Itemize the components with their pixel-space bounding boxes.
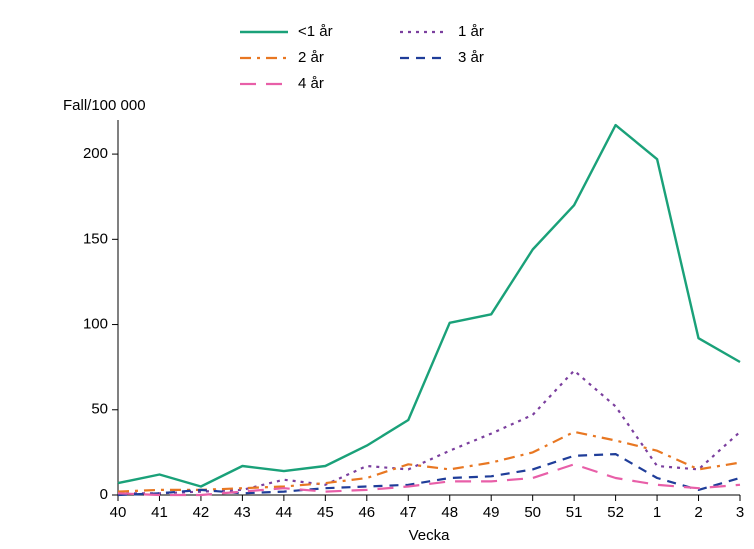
x-tick-label: 1 xyxy=(653,504,661,521)
x-tick-label: 49 xyxy=(483,504,500,521)
x-tick-label: 46 xyxy=(358,504,375,521)
x-tick-label: 43 xyxy=(234,504,251,521)
x-tick-label: 2 xyxy=(694,504,702,521)
legend-label-y2: 2 år xyxy=(298,49,324,66)
y-axis-label: Fall/100 000 xyxy=(63,97,146,114)
x-axis-label: Vecka xyxy=(409,527,451,544)
x-tick-label: 45 xyxy=(317,504,334,521)
x-tick-label: 42 xyxy=(193,504,210,521)
legend-label-y4: 4 år xyxy=(298,75,324,92)
y-tick-label: 50 xyxy=(91,401,108,418)
line-chart: 0 50 100 150 200 40 41 42 43 44 45 46 47 48 49 50 51 52 1 2… xyxy=(0,0,754,549)
x-tick-label: 51 xyxy=(566,504,583,521)
x-tick-label: 47 xyxy=(400,504,417,521)
y-tick-label: 0 xyxy=(100,486,108,503)
x-tick-label: 50 xyxy=(524,504,541,521)
x-tick-label: 52 xyxy=(607,504,624,521)
legend-label-lt1: <1 år xyxy=(298,23,333,40)
x-tick-label: 44 xyxy=(276,504,293,521)
legend-label-y3: 3 år xyxy=(458,49,484,66)
x-tick-label: 40 xyxy=(110,504,127,521)
x-tick-label: 41 xyxy=(151,504,168,521)
y-tick-label: 150 xyxy=(83,230,108,247)
y-tick-label: 200 xyxy=(83,145,108,162)
legend-label-y1: 1 år xyxy=(458,23,484,40)
x-tick-label: 48 xyxy=(441,504,458,521)
y-tick-label: 100 xyxy=(83,316,108,333)
x-tick-label: 3 xyxy=(736,504,744,521)
